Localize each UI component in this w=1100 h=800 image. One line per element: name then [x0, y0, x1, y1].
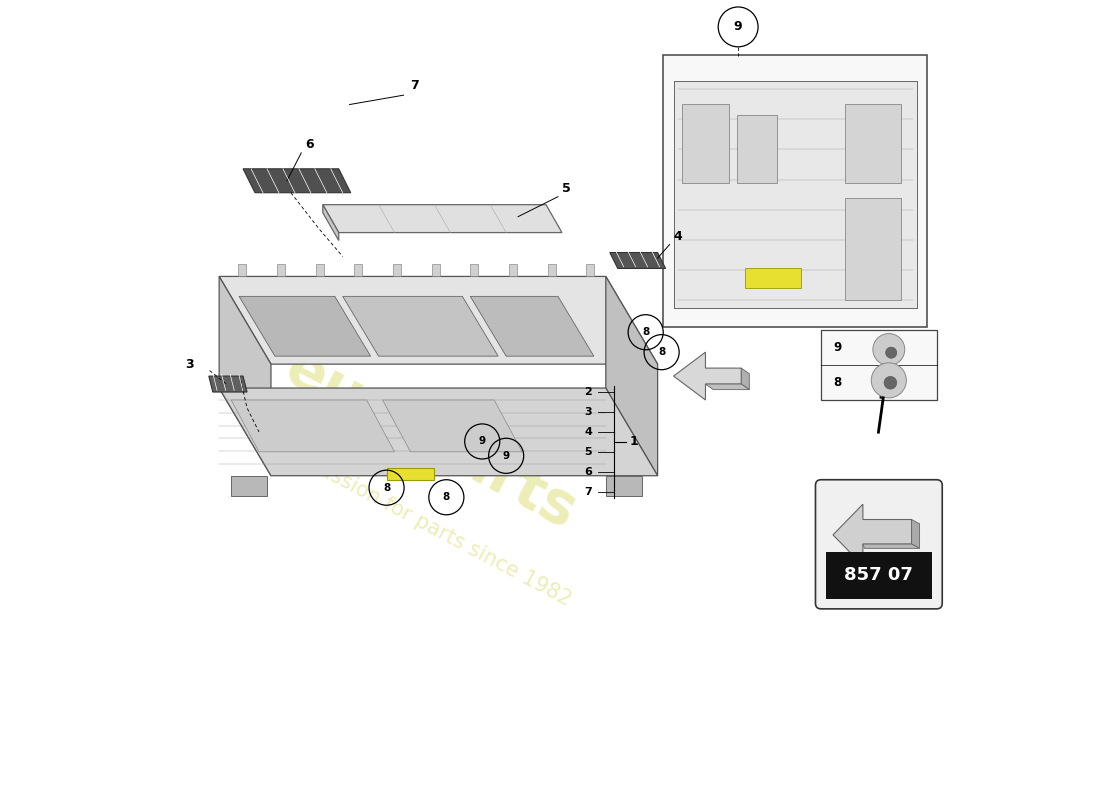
Bar	[737, 115, 778, 183]
Bar	[821, 330, 937, 400]
Text: 857 07: 857 07	[845, 566, 913, 584]
Polygon shape	[383, 400, 522, 452]
Text: 7: 7	[584, 486, 592, 497]
Text: 4: 4	[584, 427, 592, 437]
Circle shape	[118, 22, 129, 34]
Polygon shape	[354, 265, 363, 277]
Polygon shape	[219, 277, 271, 476]
Text: 8: 8	[642, 327, 649, 338]
Polygon shape	[231, 400, 395, 452]
Polygon shape	[343, 296, 498, 356]
Polygon shape	[386, 468, 434, 480]
Polygon shape	[243, 169, 351, 193]
Bar	[682, 104, 729, 183]
Polygon shape	[606, 277, 658, 476]
Polygon shape	[912, 519, 920, 548]
Text: 8: 8	[658, 347, 666, 357]
Polygon shape	[741, 368, 749, 390]
Text: 8: 8	[833, 376, 842, 389]
Polygon shape	[471, 296, 594, 356]
Text: 3: 3	[584, 407, 592, 417]
Polygon shape	[231, 476, 267, 496]
Polygon shape	[673, 352, 741, 400]
Polygon shape	[277, 265, 285, 277]
Polygon shape	[393, 265, 402, 277]
Bar	[673, 81, 916, 308]
Polygon shape	[322, 205, 562, 233]
Text: a passion for parts since 1982: a passion for parts since 1982	[287, 445, 574, 610]
Text: 7: 7	[410, 78, 419, 91]
Text: 9: 9	[833, 341, 842, 354]
Text: 9: 9	[478, 437, 486, 446]
Polygon shape	[509, 265, 517, 277]
Text: 9: 9	[734, 21, 742, 34]
Polygon shape	[705, 384, 749, 390]
Polygon shape	[239, 296, 371, 356]
Polygon shape	[432, 265, 440, 277]
Polygon shape	[609, 253, 666, 269]
Text: 5: 5	[562, 182, 570, 195]
Bar	[845, 198, 901, 300]
Bar	[845, 104, 901, 183]
Polygon shape	[209, 376, 248, 392]
Circle shape	[886, 347, 896, 358]
Polygon shape	[239, 265, 246, 277]
Polygon shape	[862, 544, 920, 548]
Text: 4: 4	[673, 230, 682, 243]
Text: 1: 1	[629, 435, 638, 448]
Text: 3: 3	[185, 358, 194, 370]
Text: 8: 8	[383, 482, 390, 493]
FancyBboxPatch shape	[815, 480, 943, 609]
Text: 9: 9	[503, 451, 509, 461]
Polygon shape	[606, 476, 641, 496]
Text: 6: 6	[584, 466, 592, 477]
Text: 8: 8	[442, 492, 450, 502]
Polygon shape	[548, 265, 556, 277]
Text: 5: 5	[584, 447, 592, 457]
Polygon shape	[586, 265, 594, 277]
FancyBboxPatch shape	[663, 55, 927, 326]
Polygon shape	[746, 269, 801, 288]
Polygon shape	[219, 388, 658, 476]
Text: euroParts: euroParts	[275, 339, 586, 541]
Text: 6: 6	[305, 138, 314, 151]
Circle shape	[884, 376, 896, 389]
Polygon shape	[0, 0, 126, 30]
Polygon shape	[322, 205, 339, 241]
Polygon shape	[219, 277, 658, 364]
Circle shape	[871, 363, 906, 398]
Text: 2: 2	[584, 387, 592, 397]
Circle shape	[873, 334, 905, 366]
Polygon shape	[471, 265, 478, 277]
Bar	[826, 552, 932, 598]
Polygon shape	[833, 504, 912, 566]
Polygon shape	[316, 265, 323, 277]
